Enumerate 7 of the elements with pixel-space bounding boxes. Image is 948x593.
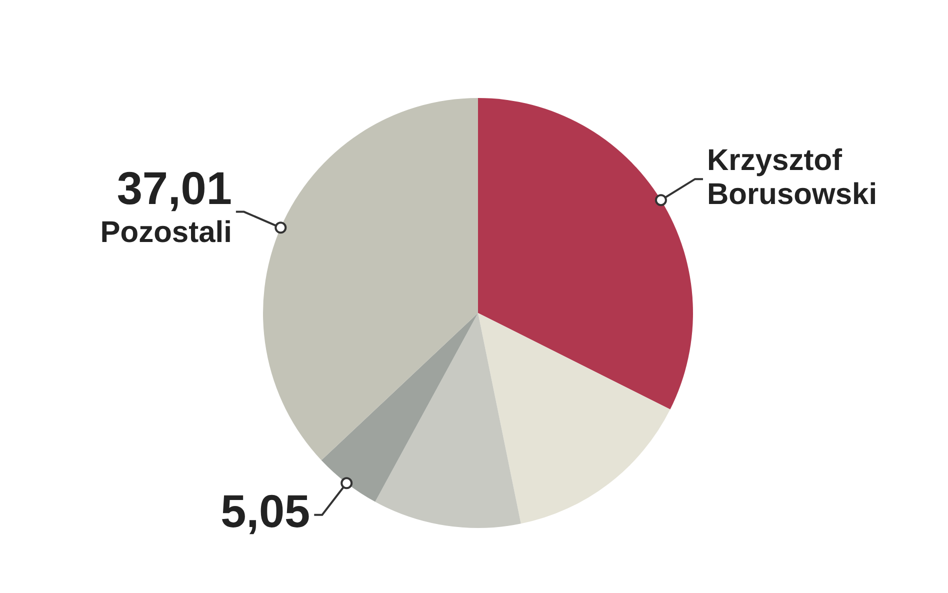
pie-slice xyxy=(321,313,478,502)
data-label: 5,05 xyxy=(220,484,310,537)
slice-label: Krzysztof Borusowski xyxy=(707,144,878,211)
pie-slice xyxy=(478,313,670,524)
slice-label: Pozostali xyxy=(100,216,232,249)
pie-slice xyxy=(478,98,693,410)
data-label: 37,01 xyxy=(116,162,232,214)
